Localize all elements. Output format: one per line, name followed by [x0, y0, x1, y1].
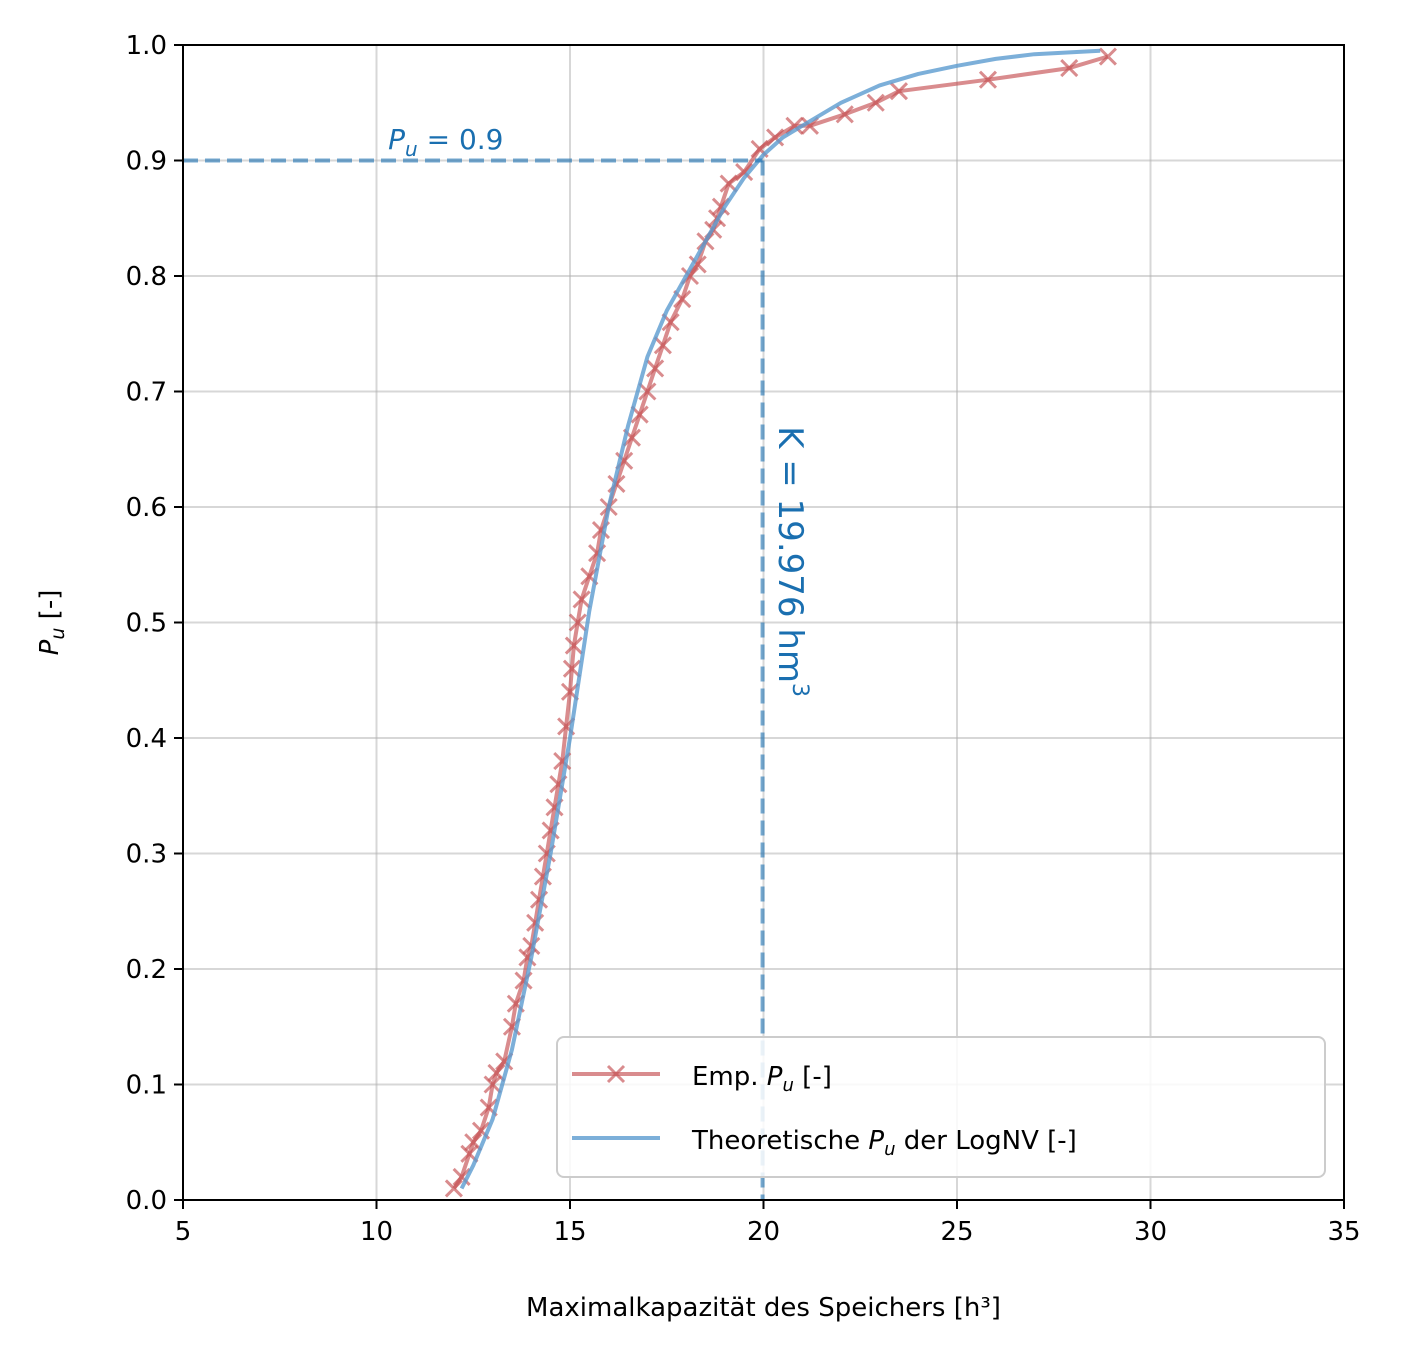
x-tick-label: 10	[360, 1217, 393, 1247]
legend-label-empirical: Emp. Pu [-]	[692, 1062, 832, 1096]
x-tick-label: 30	[1134, 1217, 1167, 1247]
ticks: 5 10 15 20 25 30 35 0.0 0.1 0.2 0.3 0.4 0.5 0.6 0.7 0.8…	[126, 31, 1361, 1247]
data-point-marker	[444, 1179, 463, 1198]
x-axis-label: Maximalkapazität des Speichers [h³]	[526, 1293, 1001, 1323]
threshold-pu-label: Pu = 0.9	[388, 123, 503, 161]
data-point-marker	[646, 359, 665, 378]
y-tick-label: 0.3	[126, 840, 167, 870]
capacity-annotation-superscript: 3	[787, 683, 812, 697]
data-point-marker	[800, 116, 820, 135]
y-tick-label: 0.7	[126, 378, 167, 408]
y-tick-label: 0.4	[126, 724, 167, 754]
data-point-marker	[835, 105, 854, 124]
y-tick-label: 0.1	[126, 1071, 167, 1101]
data-point-marker	[572, 590, 591, 609]
data-point-marker	[562, 659, 581, 678]
y-tick-label: 0.9	[126, 147, 167, 177]
x-tick-label: 25	[940, 1217, 973, 1247]
y-tick-label: 1.0	[126, 31, 167, 61]
x-tick-label: 35	[1327, 1217, 1360, 1247]
legend-item-theoretical: Theoretische Pu der LogNV [-]	[572, 1126, 1077, 1160]
y-axis-label: Pu [-]	[35, 590, 69, 656]
series-line-theoretical	[459, 48, 1101, 1190]
data-point-marker	[688, 255, 707, 274]
data-point-marker	[719, 174, 738, 193]
x-tick-label: 20	[747, 1217, 780, 1247]
y-tick-label: 0.2	[126, 955, 167, 985]
legend-item-empirical: Emp. Pu [-]	[572, 1062, 832, 1096]
series-layer	[444, 47, 1117, 1198]
data-point-marker	[735, 162, 754, 182]
y-tick-label: 0.0	[126, 1186, 167, 1216]
data-point-marker	[785, 116, 804, 135]
data-point-marker	[568, 613, 587, 632]
threshold-pu-value: = 0.9	[418, 123, 504, 156]
data-point-marker	[564, 636, 583, 655]
data-point-marker	[866, 93, 885, 112]
legend-label-theoretical: Theoretische Pu der LogNV [-]	[691, 1126, 1077, 1160]
legend-marker-empirical	[606, 1064, 626, 1084]
x-tick-label: 15	[553, 1217, 586, 1247]
data-point-marker	[483, 1075, 502, 1094]
data-point-marker	[766, 128, 785, 147]
capacity-annotation-text: K = 19.976 hm	[770, 426, 810, 683]
capacity-annotation: K = 19.976 hm3	[770, 426, 812, 697]
legend: Emp. Pu [-] Theoretische Pu der LogNV [-…	[556, 1036, 1326, 1178]
data-point-marker	[1060, 59, 1079, 78]
legend-box	[556, 1036, 1326, 1178]
data-point-marker	[889, 82, 909, 101]
data-point-marker	[638, 382, 657, 401]
data-point-marker	[522, 936, 541, 955]
data-point-marker	[653, 336, 672, 355]
y-tick-label: 0.8	[126, 262, 167, 292]
data-point-marker	[487, 1063, 506, 1083]
data-point-marker	[978, 70, 998, 89]
x-tick-label: 5	[175, 1217, 192, 1247]
threshold-layer	[183, 158, 765, 1200]
y-tick-label: 0.5	[126, 609, 167, 639]
y-tick-label: 0.6	[126, 493, 167, 523]
data-point-marker	[1098, 47, 1117, 66]
